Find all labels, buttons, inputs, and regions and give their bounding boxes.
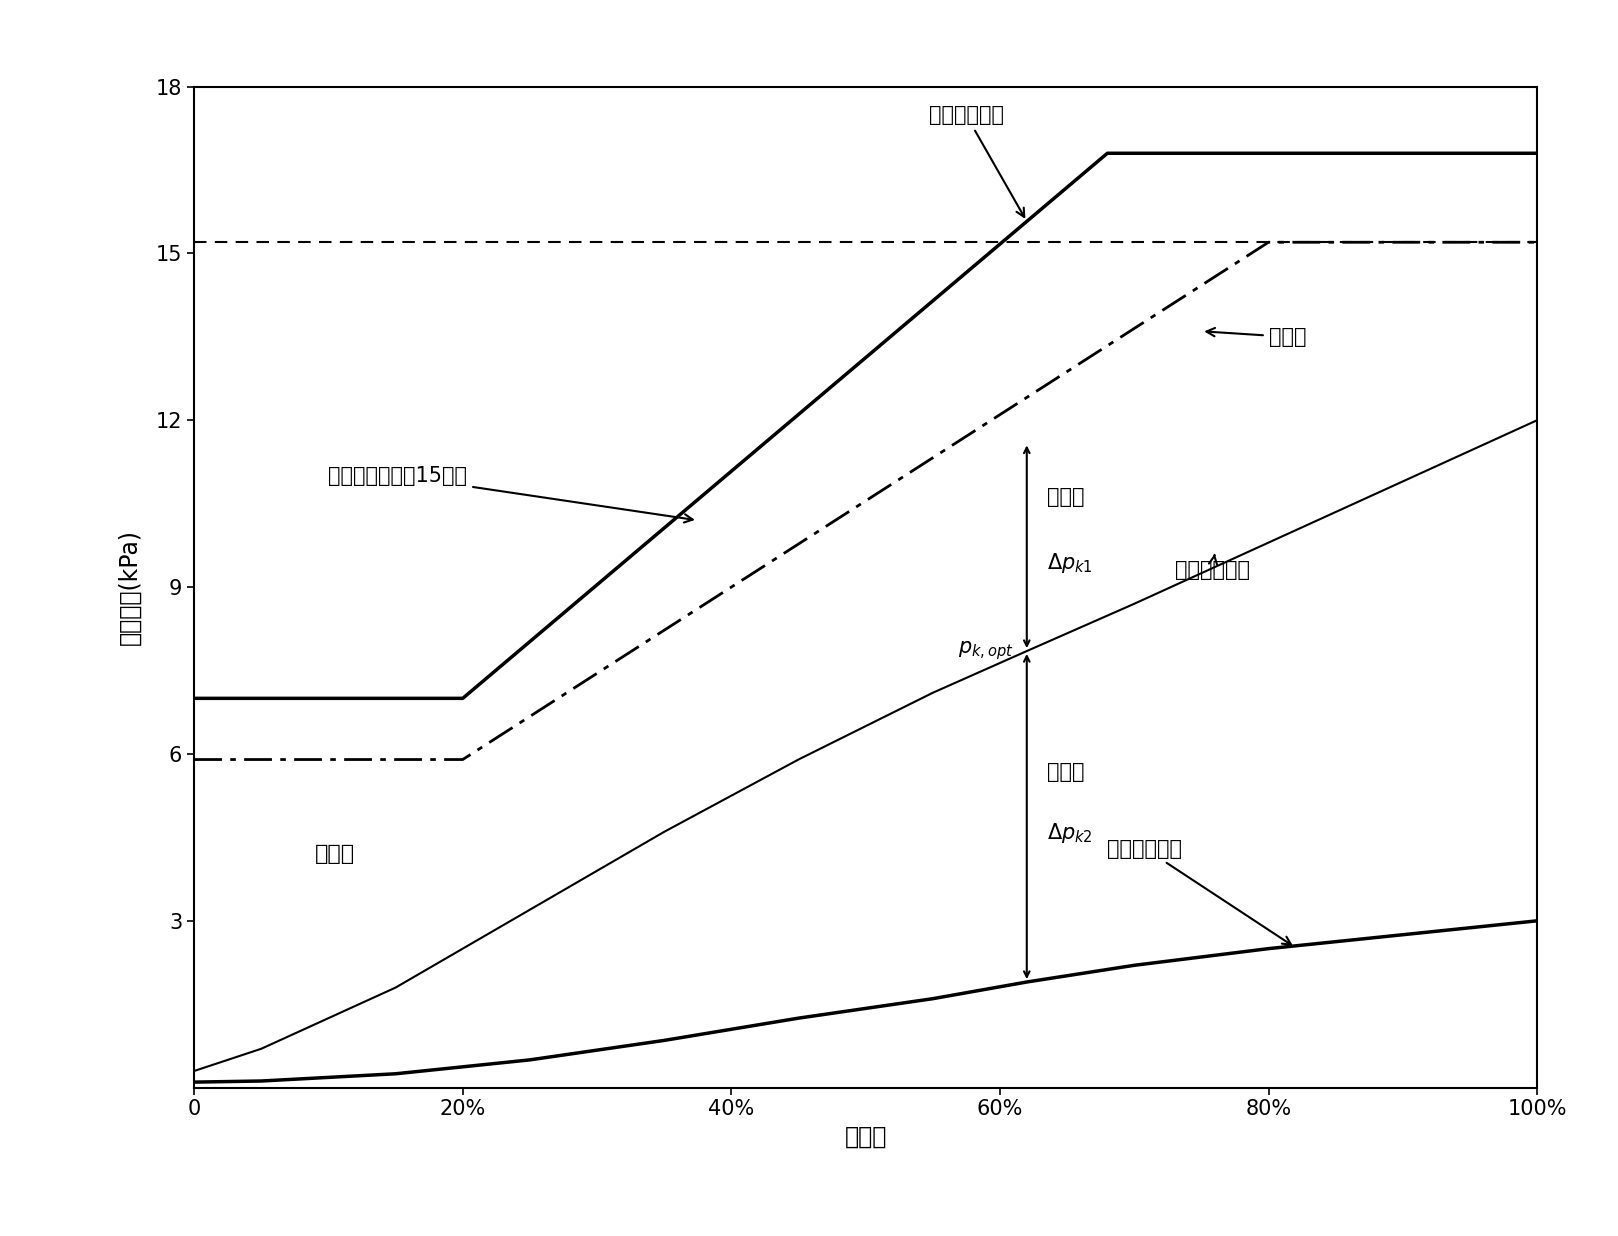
- Text: 最高容许背压: 最高容许背压: [929, 105, 1024, 218]
- Y-axis label: 机组背压(kPa): 机组背压(kPa): [118, 529, 142, 645]
- Text: 降负荷: 降负荷: [1047, 487, 1084, 507]
- Text: $p_{k,opt}$: $p_{k,opt}$: [958, 640, 1013, 662]
- Text: $\Delta p_{k2}$: $\Delta p_{k2}$: [1047, 821, 1092, 845]
- Text: 安全区: 安全区: [316, 844, 354, 864]
- Text: $\Delta p_{k1}$: $\Delta p_{k1}$: [1047, 551, 1092, 576]
- Text: 最低容许背压: 最低容许背压: [1107, 838, 1291, 944]
- Text: 此区域允许运行15分钟: 此区域允许运行15分钟: [328, 466, 693, 523]
- Text: 报警线: 报警线: [1207, 326, 1306, 347]
- X-axis label: 负荷率: 负荷率: [845, 1125, 887, 1149]
- Text: 升负荷: 升负荷: [1047, 763, 1084, 782]
- Text: 最佳背压曲线: 最佳背压曲线: [1175, 555, 1249, 581]
